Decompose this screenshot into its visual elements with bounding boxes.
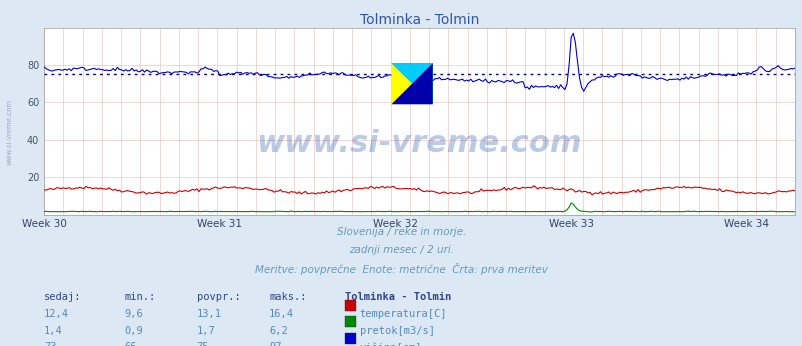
Text: 66: 66 (124, 342, 137, 346)
Text: 73: 73 (44, 342, 57, 346)
Text: Slovenija / reke in morje.: Slovenija / reke in morje. (336, 227, 466, 237)
Title: Tolminka - Tolmin: Tolminka - Tolmin (359, 12, 479, 27)
Text: 75: 75 (196, 342, 209, 346)
Polygon shape (391, 63, 432, 104)
Text: temperatura[C]: temperatura[C] (359, 309, 447, 319)
Text: www.si-vreme.com: www.si-vreme.com (6, 98, 12, 165)
Text: višina[cm]: višina[cm] (359, 342, 422, 346)
Text: 12,4: 12,4 (44, 309, 69, 319)
Text: 6,2: 6,2 (269, 326, 287, 336)
Text: sedaj:: sedaj: (44, 292, 82, 302)
Text: povpr.:: povpr.: (196, 292, 240, 302)
Text: pretok[m3/s]: pretok[m3/s] (359, 326, 434, 336)
Text: zadnji mesec / 2 uri.: zadnji mesec / 2 uri. (349, 245, 453, 255)
Text: Meritve: povprečne  Enote: metrične  Črta: prva meritev: Meritve: povprečne Enote: metrične Črta:… (255, 263, 547, 275)
Polygon shape (391, 63, 432, 104)
Text: 97: 97 (269, 342, 282, 346)
Text: 16,4: 16,4 (269, 309, 294, 319)
Text: www.si-vreme.com: www.si-vreme.com (257, 129, 581, 158)
Text: Tolminka - Tolmin: Tolminka - Tolmin (345, 292, 451, 302)
Text: 9,6: 9,6 (124, 309, 143, 319)
Text: 1,7: 1,7 (196, 326, 215, 336)
Text: 0,9: 0,9 (124, 326, 143, 336)
Text: 1,4: 1,4 (44, 326, 63, 336)
Text: 13,1: 13,1 (196, 309, 221, 319)
Text: maks.:: maks.: (269, 292, 306, 302)
Polygon shape (391, 63, 432, 104)
Text: min.:: min.: (124, 292, 156, 302)
